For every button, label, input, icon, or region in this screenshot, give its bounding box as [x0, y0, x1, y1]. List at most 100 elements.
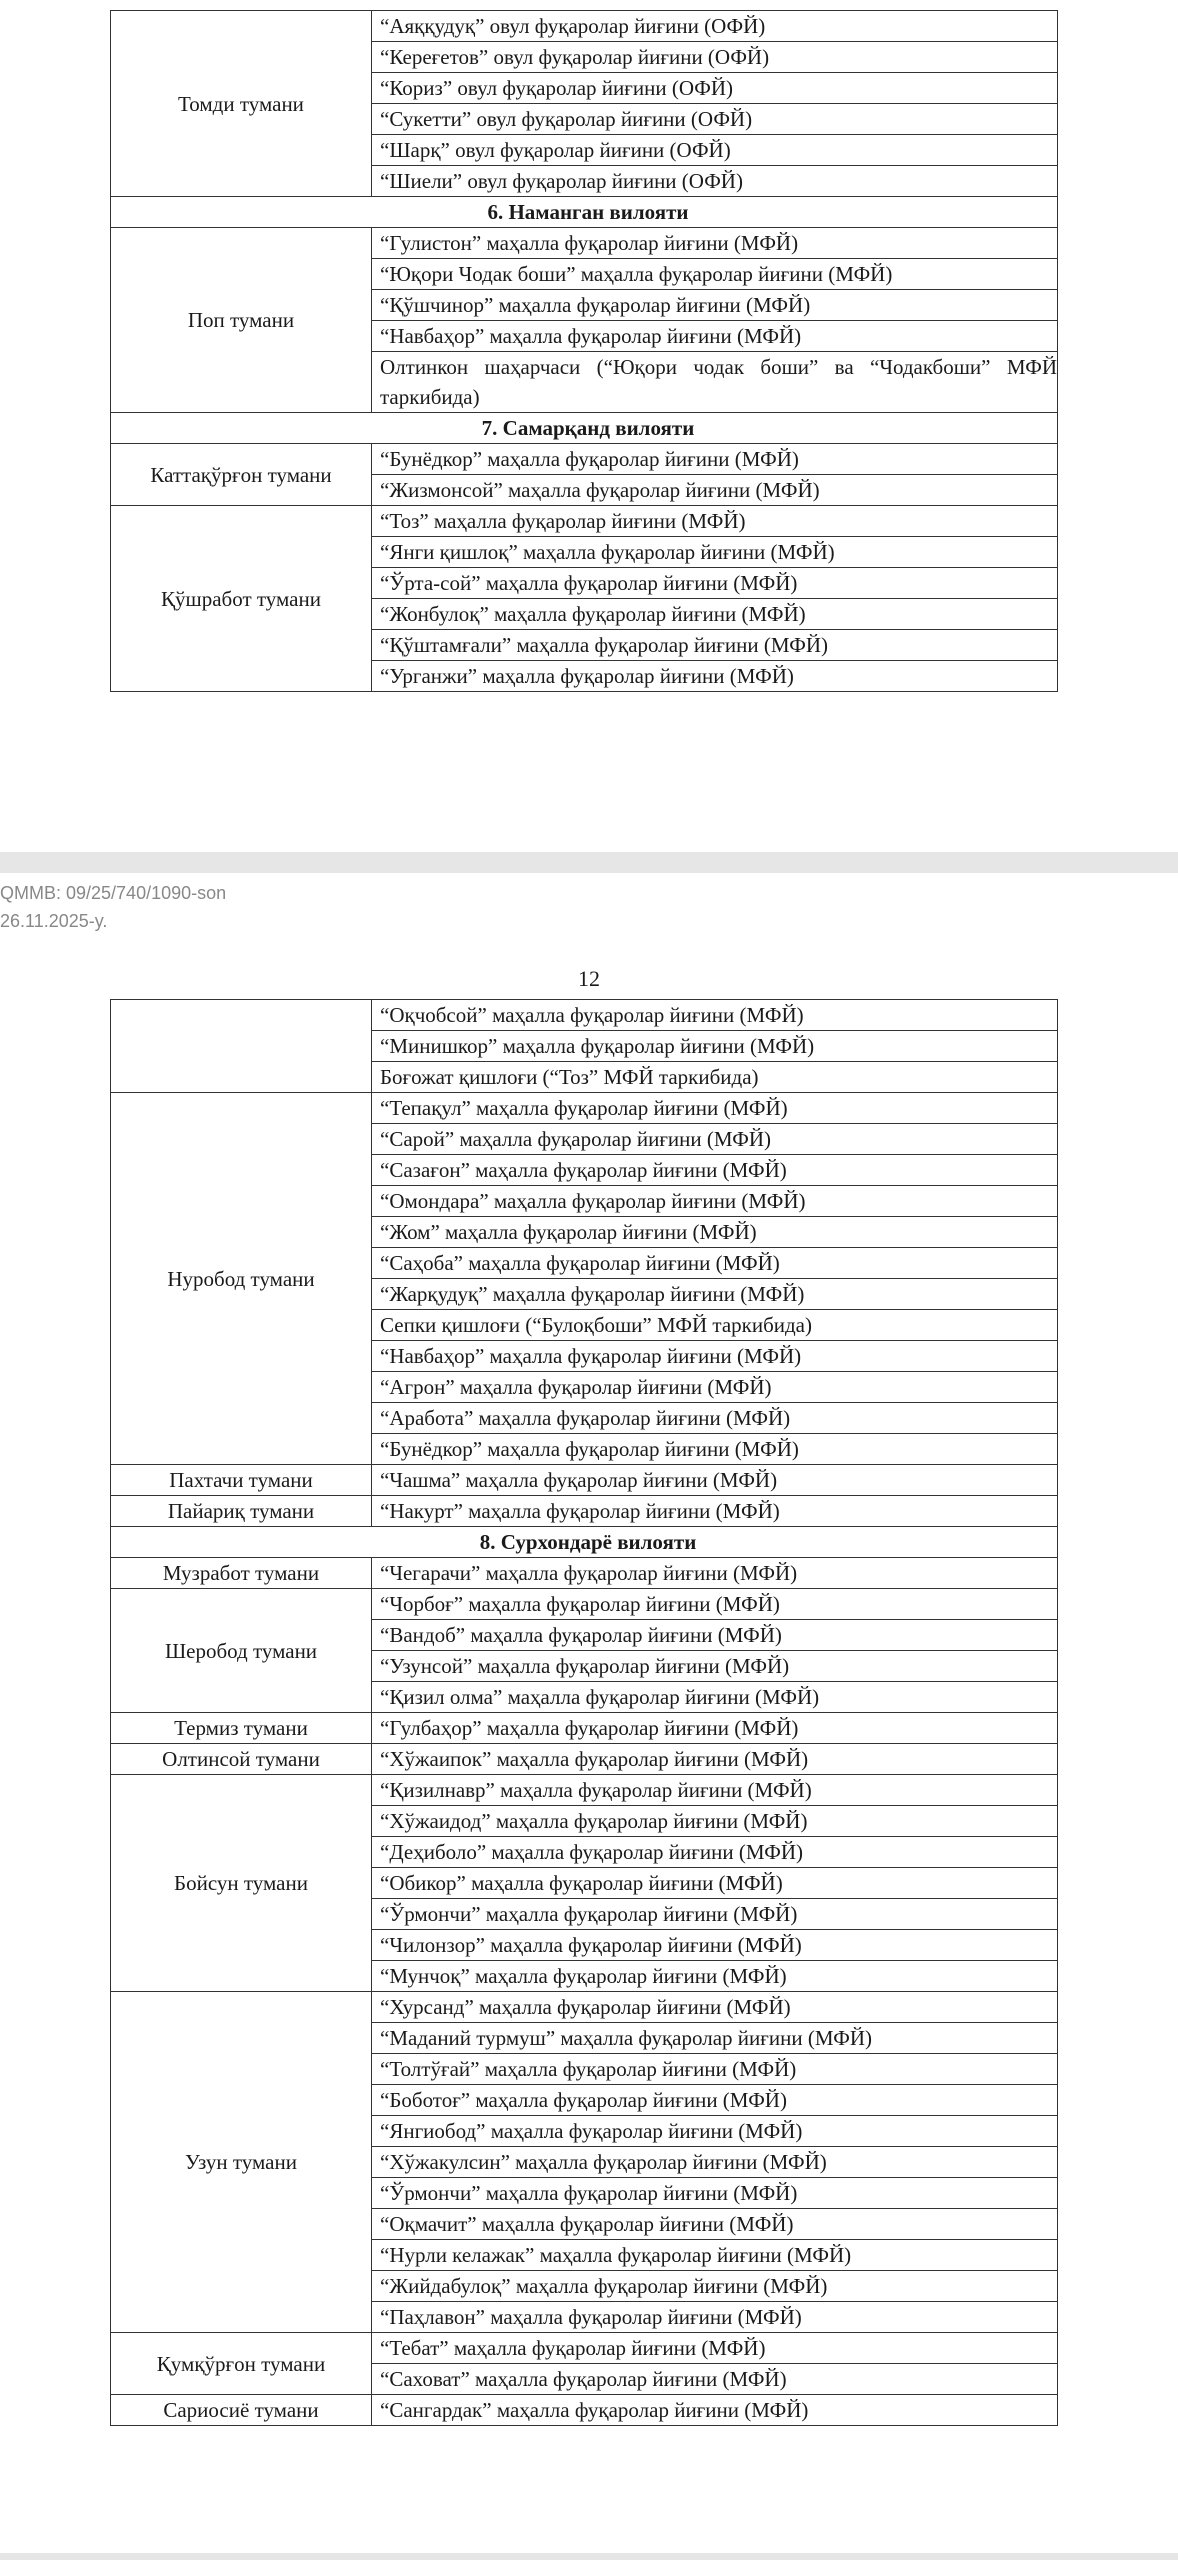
item-cell: “Шиели” овул фуқаролар йиғини (ОФЙ) [371, 165, 1058, 197]
item-cell: “Шарқ” овул фуқаролар йиғини (ОФЙ) [371, 134, 1058, 166]
item-cell: “Бунёдкор” маҳалла фуқаролар йиғини (МФЙ… [371, 443, 1058, 475]
row: “Маданий турмуш” маҳалла фуқаролар йиғин… [111, 2022, 1058, 2054]
region-row: 7. Самарқанд вилояти [110, 412, 1058, 444]
item-cell: “Хўжаидод” маҳалла фуқаролар йиғини (МФЙ… [371, 1805, 1058, 1837]
item-cell: “Ўрмончи” маҳалла фуқаролар йиғини (МФЙ) [371, 1898, 1058, 1930]
row: Олтинкон шаҳарчаси (“Юқори чодак боши” в… [111, 351, 1058, 413]
row: Каттақўрғон тумани “Бунёдкор” маҳалла фуқ… [110, 443, 1058, 506]
row: “Жом” маҳалла фуқаролар йиғини (МФЙ) [111, 1216, 1058, 1248]
item-cell: “Паҳлавон” маҳалла фуқаролар йиғини (МФЙ… [371, 2301, 1058, 2333]
item-cell: “Жарқудуқ” маҳалла фуқаролар йиғини (МФЙ… [371, 1278, 1058, 1310]
item-cell: “Сукетти” овул фуқаролар йиғини (ОФЙ) [371, 103, 1058, 135]
row: “Янги қишлоқ” маҳалла фуқаролар йиғини (… [111, 536, 1058, 568]
district-cell: Пайариқ тумани [110, 1495, 372, 1527]
item-cell: “Бунёдкор” маҳалла фуқаролар йиғини (МФЙ… [371, 1433, 1058, 1465]
district-cell: Музработ тумани [110, 1557, 372, 1589]
item-cell: “Ўрмончи” маҳалла фуқаролар йиғини (МФЙ) [371, 2177, 1058, 2209]
item-cell: “Навбаҳор” маҳалла фуқаролар йиғини (МФЙ… [371, 1340, 1058, 1372]
item-cell: “Минишкор” маҳалла фуқаролар йиғини (МФЙ… [371, 1030, 1058, 1062]
item-cell: “Сангардак” маҳалла фуқаролар йиғини (МФ… [371, 2394, 1058, 2426]
item-cell: “Гулистон” маҳалла фуқаролар йиғини (МФЙ… [371, 227, 1058, 259]
stamp-line: 26.11.2025-y. [0, 911, 108, 931]
item-cell: “Саховат” маҳалла фуқаролар йиғини (МФЙ) [371, 2363, 1058, 2395]
row: “Омондара” маҳалла фуқаролар йиғини (МФЙ… [111, 1185, 1058, 1217]
item-cell: “Обикор” маҳалла фуқаролар йиғини (МФЙ) [371, 1867, 1058, 1899]
row: “Қизил олма” маҳалла фуқаролар йиғини (М… [111, 1681, 1058, 1713]
item-cell: “Янгиобод” маҳалла фуқаролар йиғини (МФЙ… [371, 2115, 1058, 2147]
item-cell: “Хўжакулсин” маҳалла фуқаролар йиғини (М… [371, 2146, 1058, 2178]
row: Нуробод тумани “Тепақул” маҳалла фуқарола… [110, 1092, 1058, 1465]
district-cell: Пахтачи тумани [110, 1464, 372, 1496]
item-cell: “Хўжаипок” маҳалла фуқаролар йиғини (МФЙ… [371, 1743, 1058, 1775]
item-cell: “Қизилнавр” маҳалла фуқаролар йиғини (МФ… [371, 1774, 1058, 1806]
row: “Ўрмончи” маҳалла фуқаролар йиғини (МФЙ) [111, 2177, 1058, 2209]
row: “Сарой” маҳалла фуқаролар йиғини (МФЙ) [111, 1123, 1058, 1155]
item-cell: “Кориз” овул фуқаролар йиғини (ОФЙ) [371, 72, 1058, 104]
stamp-line: QMMB: 09/25/740/1090-son [0, 883, 227, 903]
item-cell: “Кереғетов” овул фуқаролар йиғини (ОФЙ) [371, 41, 1058, 73]
row: “Нурли келажак” маҳалла фуқаролар йиғини… [111, 2239, 1058, 2271]
row: “Навбаҳор” маҳалла фуқаролар йиғини (МФЙ… [111, 1340, 1058, 1372]
item-cell: “Хурсанд” маҳалла фуқаролар йиғини (МФЙ) [371, 1991, 1058, 2023]
page: QMMB: 09/25/740/1090-son 26.11.2025-y. 1… [0, 873, 1178, 2553]
region-row: 8. Сурхондарё вилояти [110, 1526, 1058, 1558]
region-header: 7. Самарқанд вилояти [110, 412, 1058, 444]
item-cell: “Жийдабулоқ” маҳалла фуқаролар йиғини (М… [371, 2270, 1058, 2302]
row: Сариосиё тумани “Сангардак” маҳалла фуқар… [110, 2394, 1058, 2426]
item-cell: Олтинкон шаҳарчаси (“Юқори чодак боши” в… [371, 351, 1058, 413]
item-cell: “Қизил олма” маҳалла фуқаролар йиғини (М… [371, 1681, 1058, 1713]
row: Поп тумани “Гулистон” маҳалла фуқаролар й… [110, 227, 1058, 413]
item-cell: “Нурли келажак” маҳалла фуқаролар йиғини… [371, 2239, 1058, 2271]
row: “Узунсой” маҳалла фуқаролар йиғини (МФЙ) [111, 1650, 1058, 1682]
row: “Кереғетов” овул фуқаролар йиғини (ОФЙ) [111, 41, 1058, 73]
item-cell: “Қўшчинор” маҳалла фуқаролар йиғини (МФЙ… [371, 289, 1058, 321]
region-row: 6. Наманган вилояти [110, 196, 1058, 228]
district-cell: Қумқўрғон тумани [110, 2332, 372, 2395]
row: “Навбаҳор” маҳалла фуқаролар йиғини (МФЙ… [111, 320, 1058, 352]
row: Томди тумани “Аяққудуқ” овул фуқаролар йи… [110, 10, 1058, 197]
row: Термиз тумани “Гулбаҳор” маҳалла фуқарола… [110, 1712, 1058, 1744]
row: “Деҳиболо” маҳалла фуқаролар йиғини (МФЙ… [111, 1836, 1058, 1868]
row: “Оқчобсой” маҳалла фуқаролар йиғини (МФЙ… [110, 999, 1058, 1093]
row: “Минишкор” маҳалла фуқаролар йиғини (МФЙ… [111, 1030, 1058, 1062]
table: “Оқчобсой” маҳалла фуқаролар йиғини (МФЙ… [110, 999, 1058, 2426]
item-cell: “Жизмонсой” маҳалла фуқаролар йиғини (МФ… [371, 474, 1058, 506]
item-cell: “Маданий турмуш” маҳалла фуқаролар йиғин… [371, 2022, 1058, 2054]
item-cell: “Агрон” маҳалла фуқаролар йиғини (МФЙ) [371, 1371, 1058, 1403]
item-cell: “Толтўғай” маҳалла фуқаролар йиғини (МФЙ… [371, 2053, 1058, 2085]
row: “Жизмонсой” маҳалла фуқаролар йиғини (МФ… [111, 474, 1058, 506]
item-cell: “Аработа” маҳалла фуқаролар йиғини (МФЙ) [371, 1402, 1058, 1434]
district-cell: Шеробод тумани [110, 1588, 372, 1713]
item-cell: “Жонбулоқ” маҳалла фуқаролар йиғини (МФЙ… [371, 598, 1058, 630]
row: “Янгиобод” маҳалла фуқаролар йиғини (МФЙ… [111, 2115, 1058, 2147]
row: Қумқўрғон тумани “Тебат” маҳалла фуқарола… [110, 2332, 1058, 2395]
item-cell: “Деҳиболо” маҳалла фуқаролар йиғини (МФЙ… [371, 1836, 1058, 1868]
row: Олтинсой тумани “Хўжаипок” маҳалла фуқаро… [110, 1743, 1058, 1775]
item-cell: “Оқчобсой” маҳалла фуқаролар йиғини (МФЙ… [371, 999, 1058, 1031]
item-cell: Боғожат қишлоғи (“Тоз” МФЙ таркибида) [371, 1061, 1058, 1093]
item-cell: “Сарой” маҳалла фуқаролар йиғини (МФЙ) [371, 1123, 1058, 1155]
row: “Юқори Чодак боши” маҳалла фуқаролар йиғ… [111, 258, 1058, 290]
row: “Аработа” маҳалла фуқаролар йиғини (МФЙ) [111, 1402, 1058, 1434]
item-cell: “Узунсой” маҳалла фуқаролар йиғини (МФЙ) [371, 1650, 1058, 1682]
row: “Оқмачит” маҳалла фуқаролар йиғини (МФЙ) [111, 2208, 1058, 2240]
district-cell: Термиз тумани [110, 1712, 372, 1744]
row: Сепки қишлоғи (“Булоқбоши” МФЙ таркибида… [111, 1309, 1058, 1341]
district-cell: Узун тумани [110, 1991, 372, 2333]
row: Бойсун тумани “Қизилнавр” маҳалла фуқарол… [110, 1774, 1058, 1992]
item-cell: “Тебат” маҳалла фуқаролар йиғини (МФЙ) [371, 2332, 1058, 2364]
district-cell [110, 999, 372, 1093]
item-cell: “Чорбоғ” маҳалла фуқаролар йиғини (МФЙ) [371, 1588, 1058, 1620]
district-cell: Олтинсой тумани [110, 1743, 372, 1775]
row: Узун тумани “Хурсанд” маҳалла фуқаролар й… [110, 1991, 1058, 2333]
district-cell: Бойсун тумани [110, 1774, 372, 1992]
district-cell: Нуробод тумани [110, 1092, 372, 1465]
item-cell: “Навбаҳор” маҳалла фуқаролар йиғини (МФЙ… [371, 320, 1058, 352]
row: “Мунчоқ” маҳалла фуқаролар йиғини (МФЙ) [111, 1960, 1058, 1992]
district-cell: Каттақўрғон тумани [110, 443, 372, 506]
region-header: 8. Сурхондарё вилояти [110, 1526, 1058, 1558]
row: “Сазағон” маҳалла фуқаролар йиғини (МФЙ) [111, 1154, 1058, 1186]
item-cell: “Чилонзор” маҳалла фуқаролар йиғини (МФЙ… [371, 1929, 1058, 1961]
row: “Агрон” маҳалла фуқаролар йиғини (МФЙ) [111, 1371, 1058, 1403]
